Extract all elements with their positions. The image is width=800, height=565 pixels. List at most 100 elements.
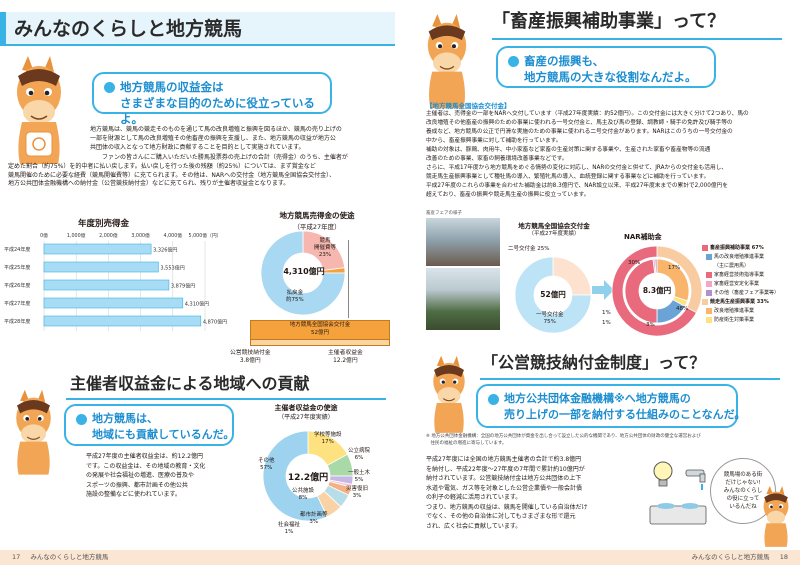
- donut-b-center: 8.3億円: [642, 286, 672, 295]
- para2-line: 納付されています。公営競技納付金は地方公共団体の上下: [426, 475, 582, 482]
- donut-a-center: 52億円: [540, 290, 566, 299]
- donut-b-inner-slice: [654, 258, 658, 274]
- bar: [43, 261, 159, 273]
- legend-label: 競走馬生産振興事業 33%: [710, 299, 769, 305]
- legend-label: 畜産振興補助事業 67%: [710, 245, 764, 251]
- right-page-number: 18: [779, 553, 788, 561]
- right-speech-bubble: 畜産の振興も、 地方競馬の大きな役割なんだよ。: [496, 46, 716, 88]
- legend-swatch: [702, 298, 708, 305]
- bar-axis-tick: 0億: [40, 232, 48, 239]
- grant-sub-heading: 【地方競馬全国協会交付金】: [426, 102, 511, 110]
- legend-swatch: [702, 244, 708, 251]
- payment-note: 公営競技納付金 3.8億円: [230, 350, 271, 365]
- right-paragraph-2: 平成27年度には全国の地方競馬主催者の合計で約3.8億円 を納付し、平成22年度…: [426, 455, 646, 531]
- bar-value-label: 3,326億円: [153, 247, 177, 254]
- section2-line: です。この収益金は、その地域の教育・文化: [86, 462, 206, 470]
- section2-line: の発展や社会福祉の増進、医療の普及や: [86, 472, 195, 479]
- section2-line: 平成27年度の主催者収益金は、約12.2億円: [86, 453, 203, 460]
- donut-b-outer-slice: [611, 245, 697, 337]
- intro-line: ファンの皆さんにご購入いただいた勝馬投票券の売上げの合計（売得金）のうち、主催者…: [102, 154, 348, 161]
- bubble-dot-icon: [76, 413, 87, 425]
- legend-item: 畜産振興補助事業 67%: [702, 244, 798, 253]
- para-line: 超えており、畜産の振興や競走馬生産の振興に役立っています。: [426, 192, 590, 198]
- right-footer-label: みんなのくらしと地方競馬: [691, 553, 770, 561]
- rbubble-line-2: 地方競馬の大きな役割なんだよ。: [524, 70, 697, 84]
- para-line: 中から、畜産振興事業に対して補助を行っています。: [426, 138, 562, 144]
- legend-label: 馬の改良増殖推進事業: [714, 254, 765, 260]
- para2-line: 平成27年度には全国の地方競馬主催者の合計で約3.8億円: [426, 456, 582, 463]
- legend-swatch: [706, 307, 712, 314]
- bar-axis-tick: 2,000億: [99, 232, 118, 239]
- para2-line: でなく、その他の自治体に対してもさまざまな形で還元: [426, 513, 576, 520]
- bar-category-label: 平成27年度: [4, 300, 30, 307]
- donut1-pay-label: 払戻金 約75%: [286, 290, 304, 304]
- rbubble-line-1: 畜産の振興も、: [524, 54, 605, 68]
- legend-swatch: [706, 253, 712, 260]
- donut2-slice-label: 学校等施設 17%: [314, 432, 342, 445]
- bubble2-line-1: 地方競馬は、: [92, 412, 158, 425]
- donut1-subtitle: （平成27年度）: [293, 223, 341, 231]
- bar-axis-tick: 1,000億: [67, 232, 86, 239]
- para-line: 改良増殖その他畜産の振興のための事業に使われる一号交付金と、馬主及び馬の登録、調…: [426, 120, 733, 126]
- bar-value-label: 3,553億円: [160, 265, 184, 272]
- payment-note-value: 3.8億円: [239, 357, 261, 364]
- left-page-number: 17: [12, 553, 21, 561]
- right-page-title: 「畜産振興補助事業」って？: [492, 11, 726, 32]
- right-section2-title: 「公営競技納付金制度」って？: [482, 353, 706, 372]
- legend-swatch: [706, 316, 712, 323]
- pay-label: 払戻金: [286, 290, 304, 296]
- payment-note-label: 公営競技納付金: [230, 350, 271, 356]
- para2-line: の利子の軽減に活用されています。: [426, 494, 522, 501]
- intro-line: 地方競馬は、競馬の競走そのものを通じて馬の改良増殖と振興を図るほか、競馬の売り上…: [90, 126, 342, 133]
- legend-item: （主に農用馬）: [702, 262, 798, 271]
- left-page-title: みんなのくらしと地方競馬: [14, 18, 243, 40]
- bar-category-label: 平成24年度: [4, 246, 30, 253]
- para2-line: つまり、地方競馬の収益は、競馬を開催している自治体だけ: [426, 503, 588, 511]
- rbubble2-line-2: 売り上げの一部を納付する仕組みのことなんだ。: [504, 408, 746, 421]
- nar-subsidy-donut-chart: [611, 245, 703, 337]
- donut2-slice-label: 災害復旧 3%: [346, 486, 369, 499]
- breakdown-bar-inner: [250, 340, 390, 346]
- right-title-underline: [492, 38, 782, 40]
- note-line: 住民の福祉の増進に寄与しています。: [426, 440, 507, 446]
- bar-chart-title: 年度別売得金: [78, 219, 130, 229]
- legend-item: 家畜経営技術指導事業: [702, 271, 798, 280]
- donut-b-pct-label: 3%: [646, 322, 655, 328]
- donut2-slice-label: 都市計画等 3%: [300, 512, 328, 525]
- para-line: 補助の対象は、豚鶏、肉用牛、中小家畜など家畜の生産対策に関する事業や、生産された…: [426, 147, 711, 153]
- organizer-note-label: 主催者収益金: [328, 350, 363, 356]
- donut1-center-label: 4,310億円: [283, 267, 325, 276]
- donut-b-pct-label: 17%: [668, 265, 681, 271]
- sales-usage-donut-chart: [260, 230, 346, 316]
- donut1-breakdown-box: 地方競馬全国協会交付金 52億円: [250, 320, 390, 340]
- donut-b-pct-label: 48%: [676, 306, 689, 312]
- donut2-center-label: 12.2億円: [287, 473, 329, 483]
- bar-axis-tick: 4,000億: [164, 232, 183, 239]
- left-speech-bubble: 地方競馬の収益金は さまざまな目的のために役立っているよ。: [92, 72, 332, 126]
- donut1-title: 地方競馬売得金の使途 （平成27年度）: [262, 210, 372, 231]
- bar-category-label: 平成25年度: [4, 264, 30, 271]
- legend-item: 家畜経営安定化事業: [702, 280, 798, 289]
- bar: [43, 297, 184, 309]
- rbubble2-line-1: 地方公共団体金融機構※へ地方競馬の: [504, 392, 691, 405]
- gas-stove-icon: [649, 503, 707, 525]
- horse-mascot-icon-2: [16, 389, 51, 475]
- donut-a-label-a: 一号交付金 75%: [536, 312, 564, 326]
- para-line: 競走馬生産振興事業として種牡馬の導入、繁殖牝馬の導入、血統登録に関する事業などに…: [426, 174, 710, 180]
- lightbulb-icon: [653, 461, 673, 487]
- pay-label: 約75%: [286, 297, 304, 303]
- legend-swatch: [706, 280, 712, 287]
- donut-a-label-b: 二号交付金 25%: [508, 246, 550, 252]
- horse-mascot-icon-3: [427, 14, 467, 109]
- para2-line: を納付し、平成22年度〜27年度の7年間で累計約10億円が: [426, 465, 585, 473]
- legend-item: その他（畜産フェア事業等）: [702, 289, 798, 298]
- fair-photo-bottom: [426, 268, 500, 330]
- donut2-subtitle: （平成27年度実績）: [278, 414, 334, 421]
- intro-line: 競馬開催のために必要な経費（競馬開催費等）に充てられます。その他は、NARへの交…: [8, 171, 336, 179]
- horse-mascot-icon-4: [433, 355, 465, 433]
- legend-label: 家畜経営安定化事業: [714, 281, 760, 287]
- bar-category-label: 平成28年度: [4, 318, 30, 325]
- note-line: ※ 地方公共団体金融機構：全国の地方公共団体が資金を出し合って設立した公的な機関…: [426, 434, 701, 439]
- left-footer-label: みんなのくらしと地方競馬: [30, 553, 109, 561]
- legend-label: 改良増殖推進事業: [714, 308, 755, 314]
